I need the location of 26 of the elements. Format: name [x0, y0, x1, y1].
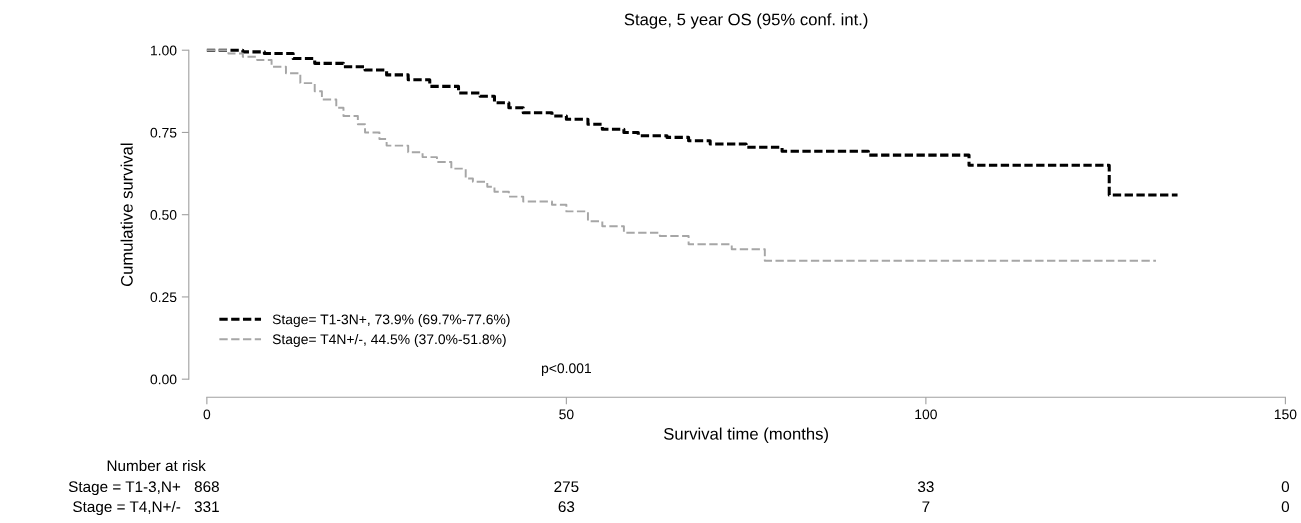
- x-tick-label: 100: [915, 409, 937, 420]
- legend-label: Stage= T1-3N+, 73.9% (69.7%-77.6%): [272, 314, 510, 328]
- y-tick-label: 0.75: [150, 127, 177, 138]
- text: Stage = T4,N+/-: [73, 500, 181, 516]
- y-tick-label: 1.00: [151, 45, 177, 56]
- x-tick-label: 0: [203, 409, 211, 420]
- text: 868: [194, 481, 219, 493]
- text: Number at risk: [107, 459, 206, 472]
- text: 63: [558, 501, 575, 513]
- x-tick-label: 150: [1274, 409, 1297, 420]
- chart-title: Stage, 5 year OS (95% conf. int.): [624, 13, 868, 29]
- x-axis-title: Survival time (months): [664, 427, 828, 444]
- text: 0: [1281, 481, 1290, 493]
- annotation: p<0.001: [541, 363, 591, 376]
- text: 0: [1281, 501, 1290, 513]
- text: 275: [554, 481, 579, 493]
- text: 331: [194, 501, 219, 513]
- y-tick-label: 0.50: [150, 210, 177, 220]
- text: 7: [922, 501, 930, 512]
- y-axis-title: Cumulative survival: [120, 143, 133, 287]
- y-tick-label: 0.25: [150, 292, 177, 303]
- text: Stage = T1-3,N+: [68, 481, 181, 496]
- y-tick-label: 0.00: [150, 374, 177, 385]
- legend-label: Stage= T4N+/-, 44.5% (37.0%-51.8%): [272, 333, 506, 347]
- x-tick-label: 50: [559, 409, 574, 420]
- text: 33: [917, 481, 934, 493]
